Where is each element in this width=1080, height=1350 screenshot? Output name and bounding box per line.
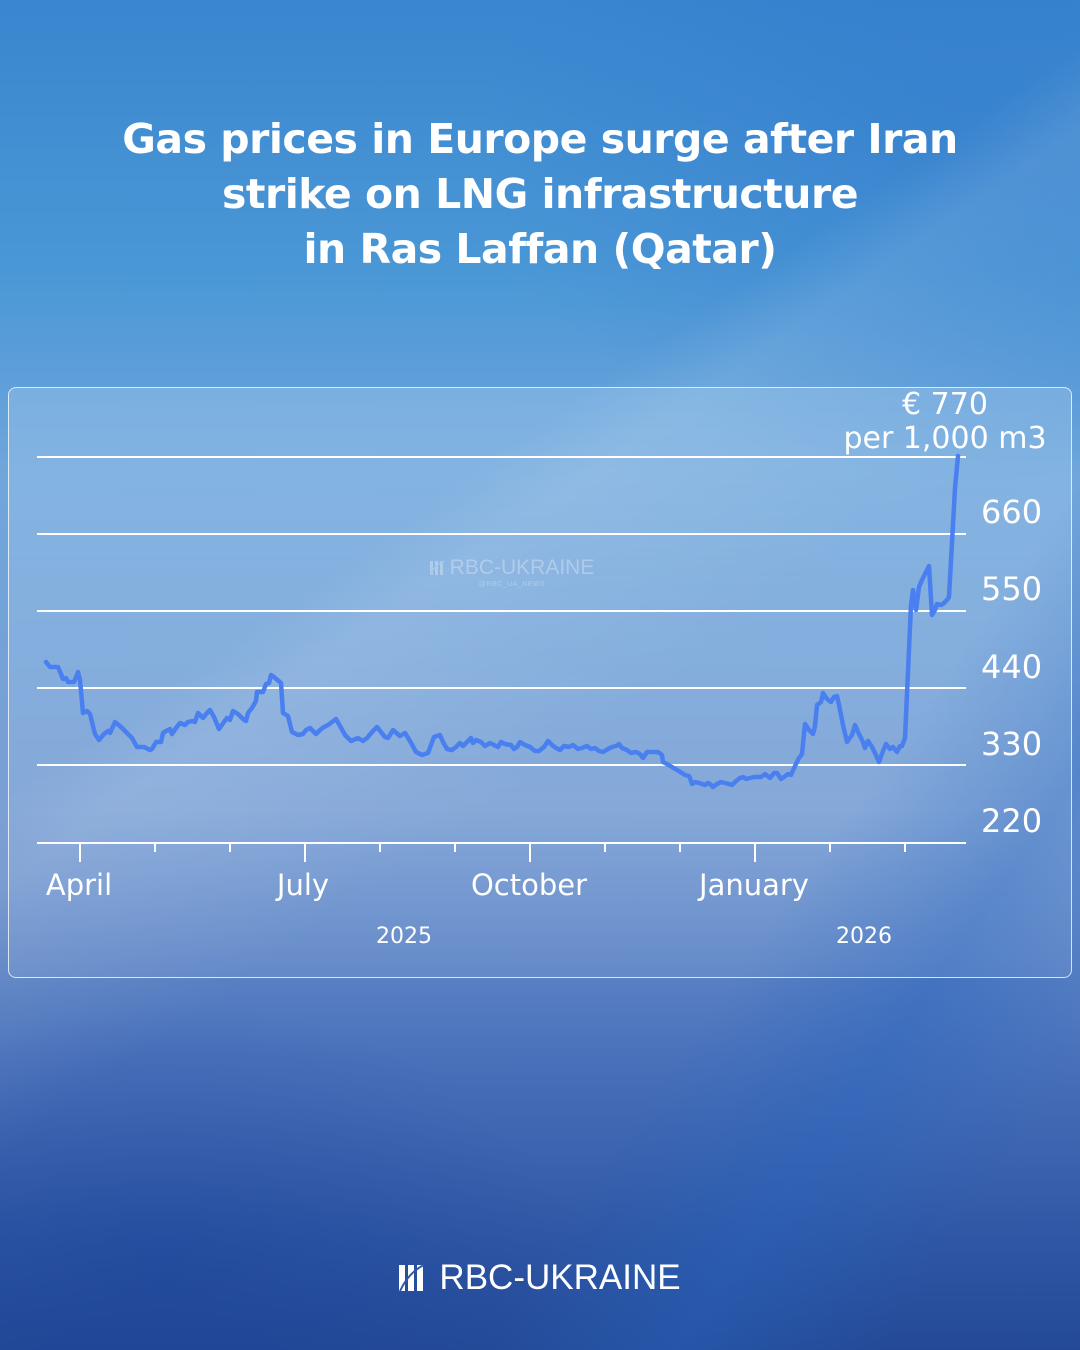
footer-brand-text: RBC-UKRAINE (439, 1258, 681, 1297)
peak-annotation: € 770 per 1,000 m3 (838, 388, 1052, 456)
y-tick-550: 550 (981, 570, 1043, 608)
y-tick-330: 330 (981, 725, 1043, 763)
x-ticks (79, 843, 906, 862)
x-label-july: July (276, 868, 330, 902)
chart-panel (8, 387, 1072, 978)
page-title: Gas prices in Europe surge after Iran st… (0, 112, 1080, 277)
year-label-2026: 2026 (836, 924, 892, 949)
title-line-3: in Ras Laffan (Qatar) (303, 225, 777, 273)
annotation-unit: per 1,000 m3 (843, 421, 1047, 456)
watermark: RBC-UKRAINE @RBC_UA_NEWS (422, 556, 602, 588)
x-label-april: April (45, 868, 113, 902)
y-tick-440: 440 (981, 648, 1043, 686)
gridlines (37, 456, 966, 844)
title-line-2: strike on LNG infrastructure (221, 170, 859, 218)
watermark-brand: RBC-UKRAINE (449, 556, 595, 579)
x-label-october: October (470, 868, 588, 902)
annotation-value: € 770 (902, 387, 988, 422)
y-tick-660: 660 (981, 493, 1043, 531)
rbc-logo-icon (399, 1264, 425, 1292)
price-line (43, 453, 961, 790)
rbc-logo-icon (429, 560, 444, 576)
title-line-1: Gas prices in Europe surge after Iran (122, 115, 958, 163)
year-label-2025: 2025 (376, 924, 432, 949)
y-tick-220: 220 (981, 802, 1043, 840)
x-label-january: January (699, 868, 809, 902)
footer-brand: RBC-UKRAINE (0, 1258, 1080, 1298)
watermark-handle: @RBC_UA_NEWS (478, 581, 546, 588)
